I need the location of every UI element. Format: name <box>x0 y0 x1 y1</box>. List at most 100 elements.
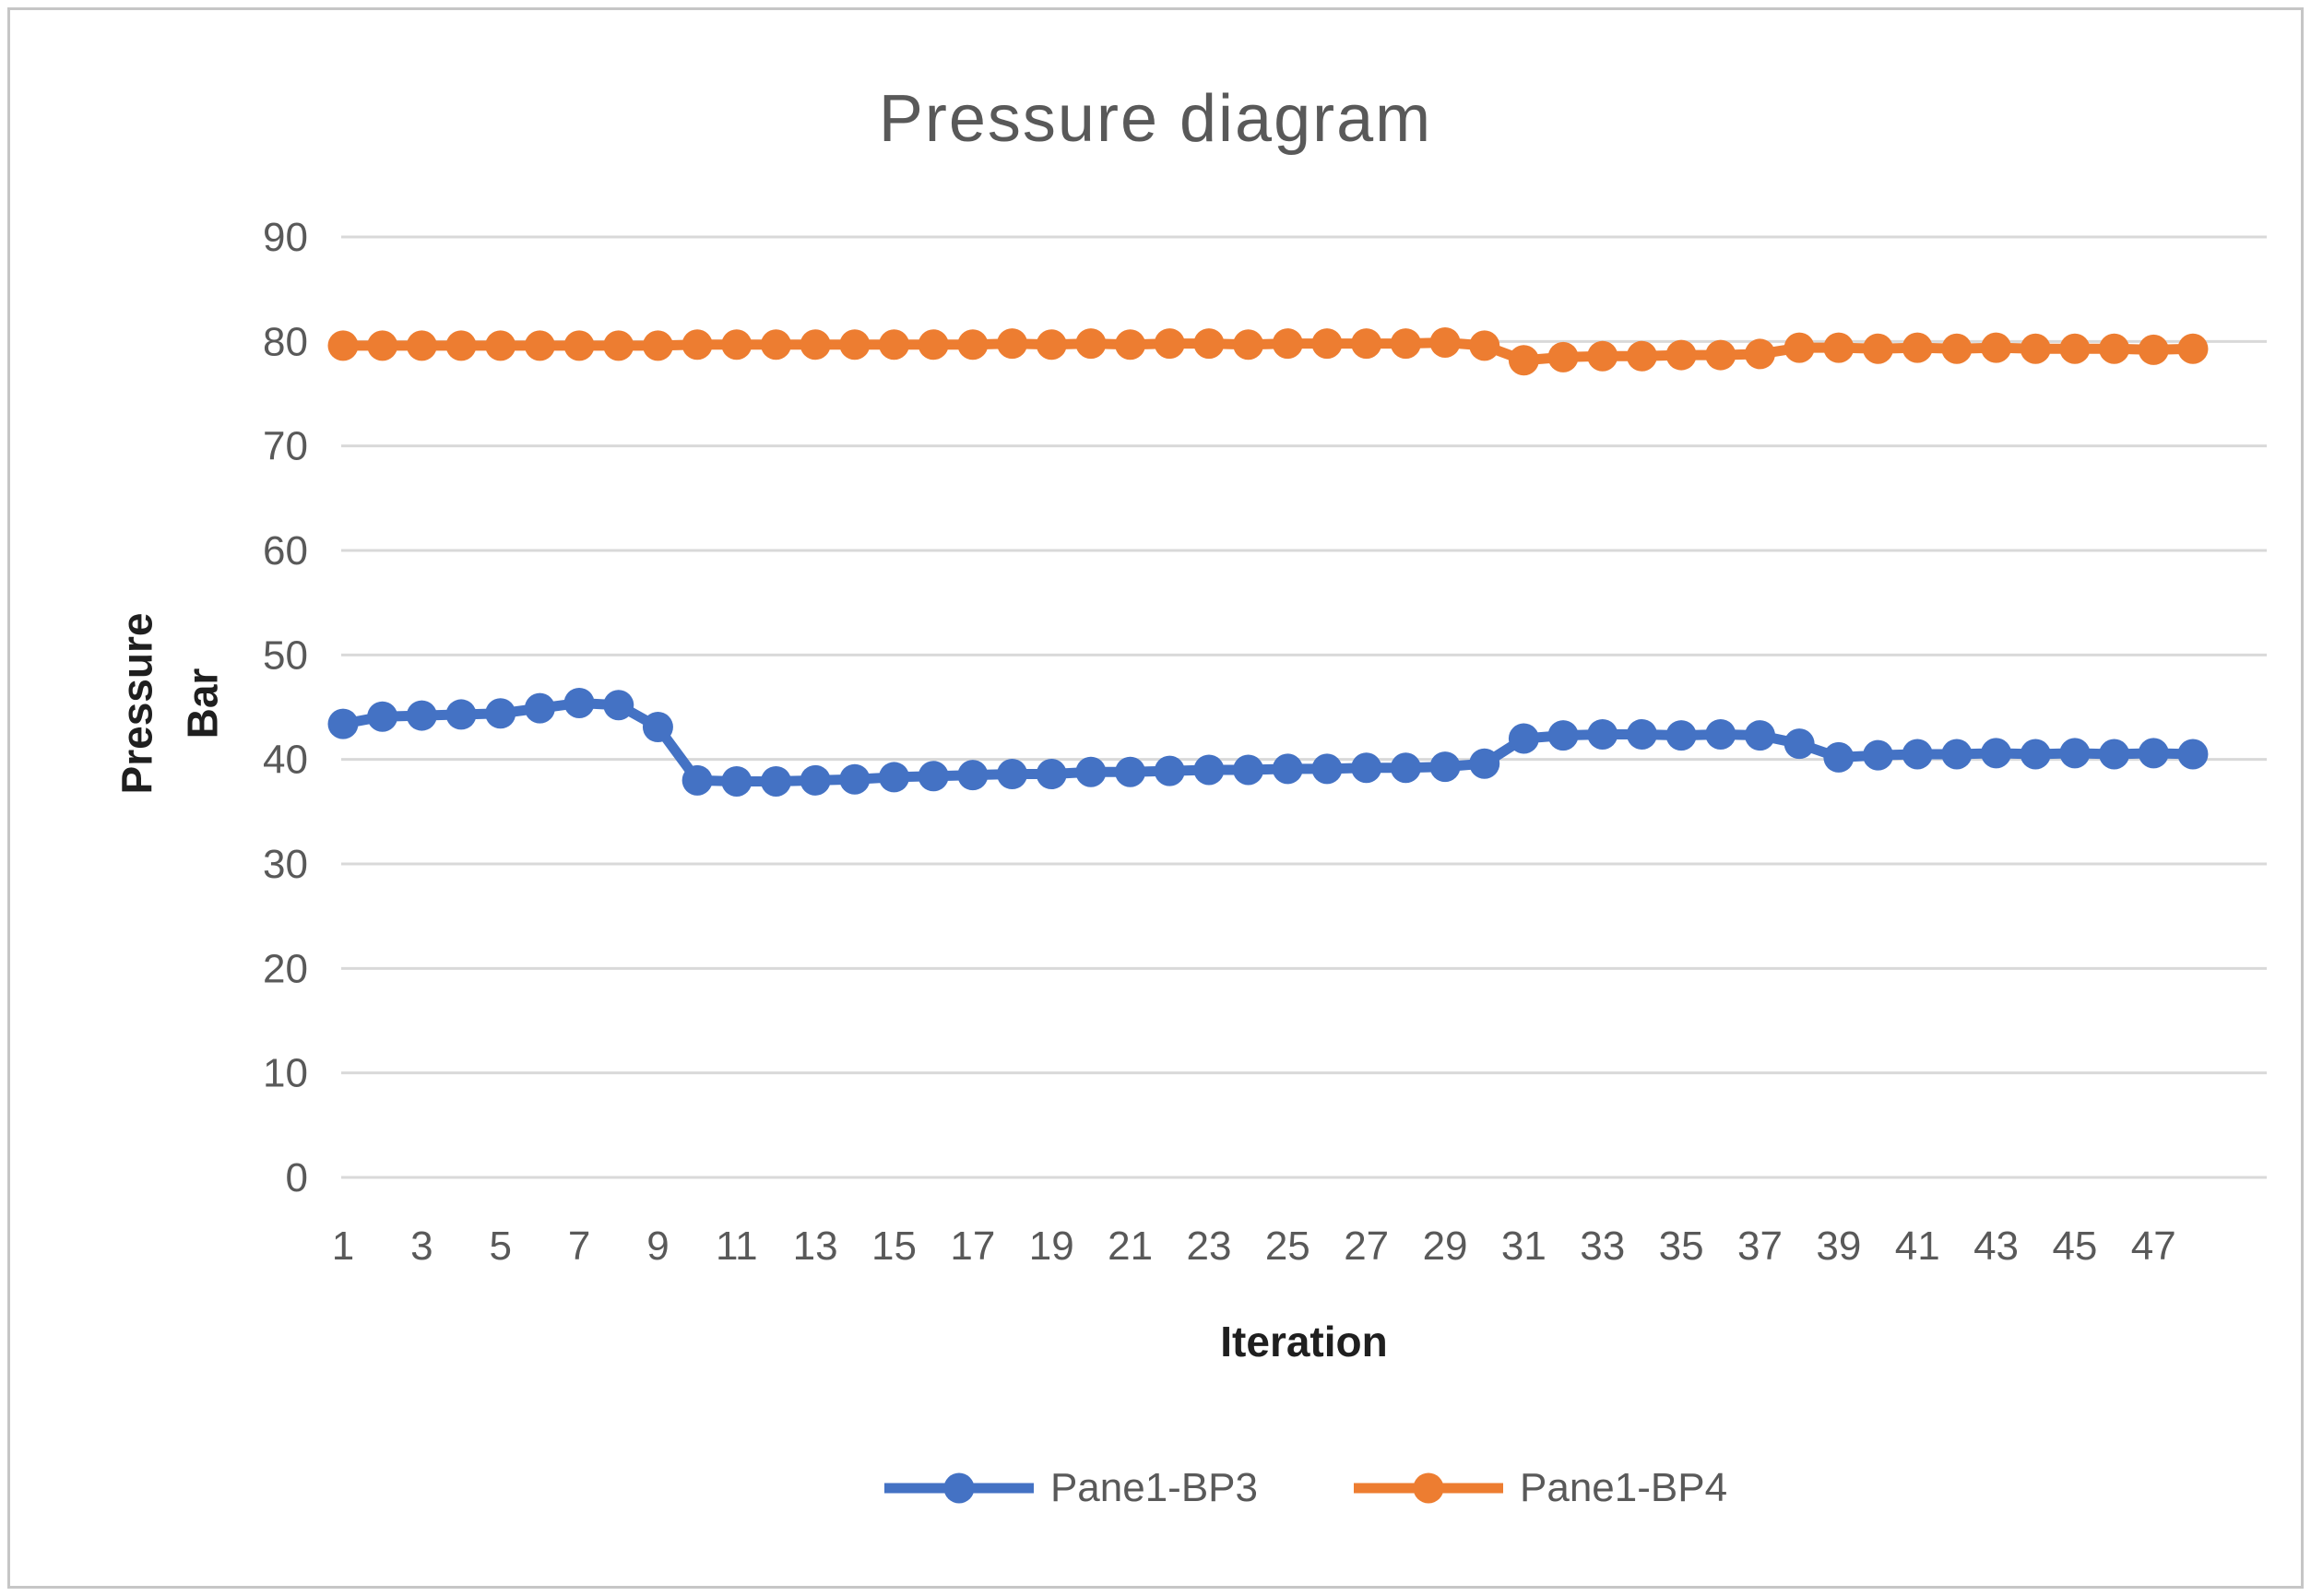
data-point-Pane1-BP3 <box>1902 739 1933 770</box>
data-point-Pane1-BP4 <box>1863 333 1894 364</box>
data-point-Pane1-BP3 <box>2177 739 2209 770</box>
data-point-Pane1-BP3 <box>1626 718 1657 750</box>
data-point-Pane1-BP4 <box>603 330 634 361</box>
x-tick-label: 31 <box>1501 1224 1547 1269</box>
data-point-Pane1-BP4 <box>800 329 831 361</box>
data-point-Pane1-BP3 <box>918 761 949 792</box>
x-tick-label: 13 <box>793 1224 838 1269</box>
data-point-Pane1-BP4 <box>1351 328 1382 360</box>
legend-item-pane1-bp3: Pane1-BP3 <box>881 1465 1258 1511</box>
data-point-Pane1-BP3 <box>1311 753 1343 785</box>
legend-label: Pane1-BP3 <box>1049 1465 1258 1510</box>
data-point-Pane1-BP3 <box>800 764 831 796</box>
data-point-Pane1-BP4 <box>1587 340 1618 372</box>
x-tick-label: 15 <box>871 1224 917 1269</box>
data-point-Pane1-BP3 <box>445 699 477 730</box>
data-point-Pane1-BP3 <box>1233 754 1264 786</box>
data-point-Pane1-BP3 <box>1115 756 1146 787</box>
data-point-Pane1-BP4 <box>1902 332 1933 363</box>
y-tick-label: 40 <box>263 738 308 783</box>
data-point-Pane1-BP4 <box>367 330 398 361</box>
data-point-Pane1-BP4 <box>406 330 437 361</box>
x-tick-label: 25 <box>1265 1224 1310 1269</box>
x-tick-label: 5 <box>489 1224 511 1269</box>
data-point-Pane1-BP4 <box>1036 329 1067 361</box>
data-point-Pane1-BP3 <box>2138 738 2169 769</box>
data-point-Pane1-BP4 <box>1941 333 1973 364</box>
legend-item-pane1-bp4: Pane1-BP4 <box>1350 1465 1727 1511</box>
data-point-Pane1-BP3 <box>1547 720 1579 751</box>
data-point-Pane1-BP3 <box>2059 738 2091 769</box>
x-tick-label: 37 <box>1737 1224 1783 1269</box>
data-point-Pane1-BP3 <box>997 759 1028 790</box>
x-tick-label: 17 <box>950 1224 995 1269</box>
data-point-Pane1-BP3 <box>1469 748 1500 779</box>
data-point-Pane1-BP4 <box>1390 328 1421 360</box>
data-point-Pane1-BP3 <box>760 765 791 797</box>
data-point-Pane1-BP3 <box>1941 739 1973 770</box>
data-point-Pane1-BP4 <box>879 329 910 361</box>
x-tick-label: 29 <box>1423 1224 1468 1269</box>
x-tick-label: 45 <box>2052 1224 2097 1269</box>
data-point-Pane1-BP3 <box>681 764 713 796</box>
data-point-Pane1-BP4 <box>1744 338 1775 370</box>
data-point-Pane1-BP4 <box>1075 328 1107 360</box>
data-point-Pane1-BP3 <box>1075 756 1107 787</box>
data-point-Pane1-BP4 <box>563 330 595 361</box>
data-point-Pane1-BP4 <box>957 329 989 361</box>
x-tick-label: 47 <box>2131 1224 2176 1269</box>
data-point-Pane1-BP4 <box>1547 341 1579 372</box>
legend-line-marker-icon <box>883 1472 1034 1504</box>
data-point-Pane1-BP3 <box>2099 739 2130 770</box>
data-point-Pane1-BP3 <box>1272 753 1303 785</box>
data-point-Pane1-BP4 <box>1665 339 1697 371</box>
y-tick-label: 90 <box>263 215 308 260</box>
data-point-Pane1-BP4 <box>2138 334 2169 365</box>
y-tick-label: 80 <box>263 319 308 364</box>
data-point-Pane1-BP3 <box>603 690 634 721</box>
data-point-Pane1-BP3 <box>642 712 673 743</box>
data-point-Pane1-BP3 <box>1665 720 1697 751</box>
y-tick-label: 10 <box>263 1051 308 1096</box>
data-point-Pane1-BP4 <box>445 330 477 361</box>
y-tick-label: 20 <box>263 946 308 991</box>
legend-line-marker-icon <box>1354 1472 1503 1504</box>
data-point-Pane1-BP4 <box>2099 333 2130 364</box>
data-point-Pane1-BP4 <box>1626 340 1657 372</box>
data-point-Pane1-BP3 <box>1705 718 1736 750</box>
data-point-Pane1-BP4 <box>2177 333 2209 364</box>
x-tick-label: 41 <box>1895 1224 1940 1269</box>
x-tick-label: 43 <box>1973 1224 2019 1269</box>
x-tick-label: 19 <box>1029 1224 1074 1269</box>
data-point-Pane1-BP3 <box>1429 751 1461 783</box>
data-point-Pane1-BP4 <box>1823 332 1855 363</box>
data-point-Pane1-BP3 <box>721 765 753 797</box>
data-point-Pane1-BP3 <box>1193 754 1225 786</box>
data-point-Pane1-BP3 <box>1823 741 1855 773</box>
data-point-Pane1-BP3 <box>2020 739 2051 770</box>
x-tick-label: 27 <box>1344 1224 1389 1269</box>
data-point-Pane1-BP3 <box>406 700 437 731</box>
x-tick-label: 39 <box>1816 1224 1861 1269</box>
data-point-Pane1-BP4 <box>2059 333 2091 364</box>
data-point-Pane1-BP4 <box>2020 333 2051 364</box>
data-point-Pane1-BP3 <box>1036 759 1067 790</box>
data-point-Pane1-BP3 <box>879 762 910 793</box>
data-point-Pane1-BP4 <box>918 329 949 361</box>
data-point-Pane1-BP3 <box>367 701 398 732</box>
y-tick-label: 70 <box>263 424 308 469</box>
x-tick-label: 9 <box>646 1224 669 1269</box>
data-point-Pane1-BP4 <box>1429 326 1461 358</box>
x-tick-label: 7 <box>568 1224 590 1269</box>
data-point-Pane1-BP3 <box>1863 739 1894 771</box>
data-point-Pane1-BP4 <box>1115 329 1146 361</box>
x-axis-title: Iteration <box>1220 1318 1388 1365</box>
data-point-Pane1-BP4 <box>1154 328 1185 360</box>
data-point-Pane1-BP4 <box>1784 332 1815 363</box>
x-tick-label: 11 <box>716 1224 758 1269</box>
y-tick-label: 60 <box>263 528 308 573</box>
data-point-Pane1-BP3 <box>327 708 359 739</box>
x-tick-label: 3 <box>410 1224 433 1269</box>
data-point-Pane1-BP4 <box>327 330 359 361</box>
